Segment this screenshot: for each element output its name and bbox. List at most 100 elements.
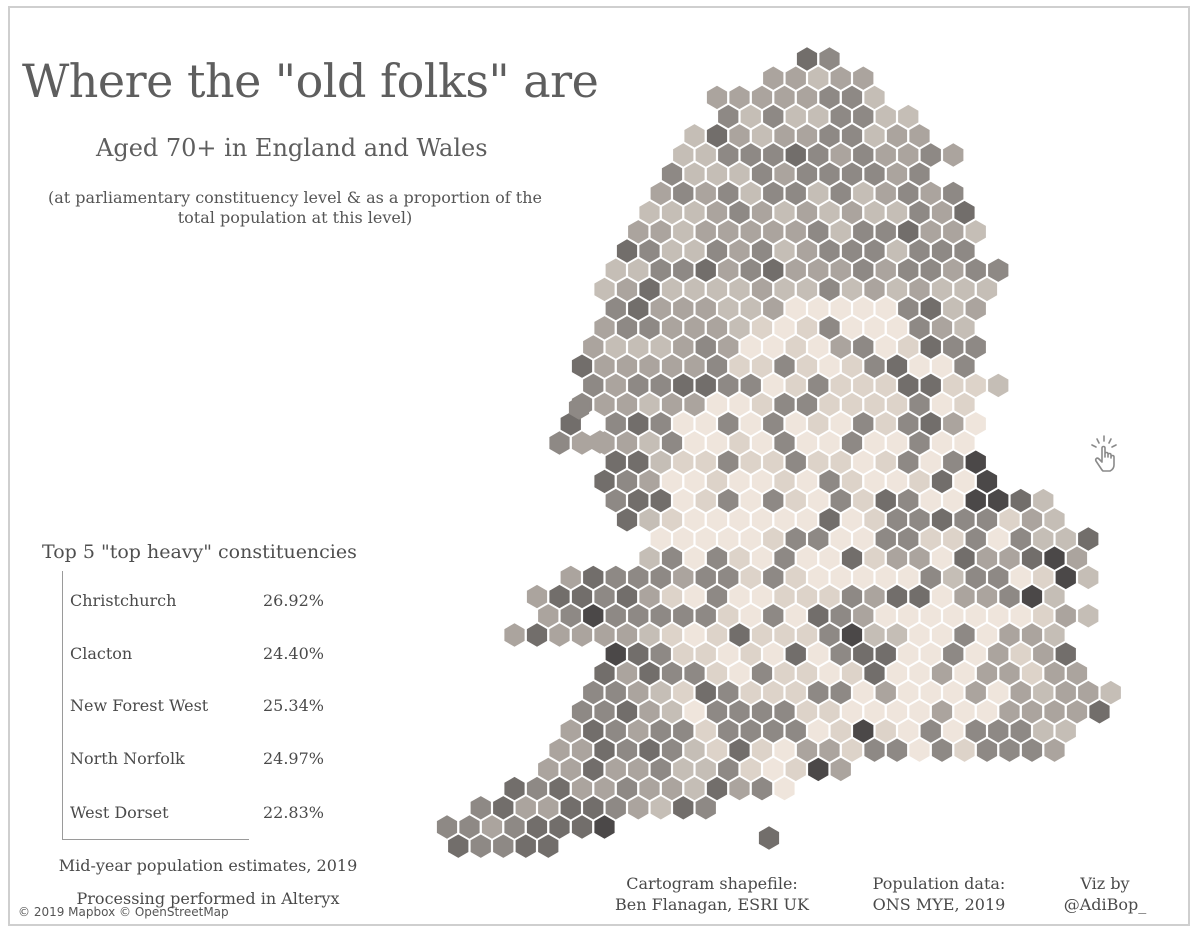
constituency-hex[interactable] — [841, 162, 863, 186]
constituency-hex[interactable] — [1021, 700, 1043, 724]
constituency-hex[interactable] — [965, 335, 986, 359]
constituency-hex[interactable] — [740, 450, 761, 474]
constituency-hex[interactable] — [875, 450, 896, 474]
constituency-hex[interactable] — [988, 642, 1009, 666]
constituency-hex[interactable] — [616, 776, 638, 801]
constituency-hex[interactable] — [639, 508, 660, 532]
constituency-hex[interactable] — [684, 354, 705, 378]
constituency-hex[interactable] — [853, 181, 874, 206]
constituency-hex[interactable] — [661, 162, 683, 186]
constituency-hex[interactable] — [988, 527, 1009, 551]
constituency-hex[interactable] — [808, 373, 829, 398]
constituency-hex[interactable] — [763, 565, 784, 590]
constituency-hex[interactable] — [774, 469, 795, 494]
constituency-hex[interactable] — [684, 738, 705, 762]
constituency-hex[interactable] — [774, 623, 795, 647]
constituency-hex[interactable] — [864, 162, 885, 186]
constituency-hex[interactable] — [841, 623, 863, 647]
constituency-hex[interactable] — [954, 316, 975, 340]
constituency-hex[interactable] — [886, 546, 908, 570]
constituency-hex[interactable] — [571, 700, 593, 724]
constituency-hex[interactable] — [954, 546, 975, 570]
constituency-hex[interactable] — [684, 392, 705, 417]
constituency-hex[interactable] — [493, 834, 514, 858]
constituency-hex[interactable] — [740, 335, 761, 359]
constituency-hex[interactable] — [909, 469, 930, 494]
constituency-hex[interactable] — [886, 508, 908, 532]
constituency-hex[interactable] — [909, 316, 930, 340]
constituency-hex[interactable] — [729, 239, 750, 263]
constituency-hex[interactable] — [841, 584, 863, 609]
constituency-hex[interactable] — [841, 431, 863, 455]
constituency-hex[interactable] — [504, 623, 525, 647]
constituency-hex[interactable] — [943, 527, 964, 551]
constituency-hex[interactable] — [706, 316, 728, 340]
constituency-hex[interactable] — [729, 661, 750, 686]
constituency-hex[interactable] — [898, 488, 919, 513]
constituency-hex[interactable] — [729, 354, 750, 378]
constituency-hex[interactable] — [718, 143, 739, 167]
constituency-hex[interactable] — [1089, 700, 1110, 724]
constituency-hex[interactable] — [830, 757, 851, 782]
constituency-hex[interactable] — [875, 258, 896, 282]
constituency-hex[interactable] — [808, 296, 829, 321]
constituency-hex[interactable] — [1010, 604, 1031, 628]
constituency-hex[interactable] — [864, 124, 885, 148]
constituency-hex[interactable] — [841, 661, 863, 686]
constituency-hex[interactable] — [751, 392, 773, 417]
constituency-hex[interactable] — [695, 796, 716, 820]
constituency-hex[interactable] — [1044, 508, 1065, 532]
constituency-hex[interactable] — [436, 815, 458, 839]
constituency-hex[interactable] — [785, 719, 806, 743]
constituency-hex[interactable] — [594, 354, 615, 378]
constituency-hex[interactable] — [695, 527, 716, 551]
constituency-hex[interactable] — [909, 277, 930, 302]
constituency-hex[interactable] — [1021, 584, 1043, 609]
constituency-hex[interactable] — [886, 623, 908, 647]
constituency-hex[interactable] — [718, 296, 739, 321]
constituency-hex[interactable] — [763, 66, 784, 90]
constituency-hex[interactable] — [853, 450, 874, 474]
constituency-hex[interactable] — [729, 776, 750, 801]
constituency-hex[interactable] — [796, 354, 818, 378]
constituency-hex[interactable] — [920, 258, 941, 282]
constituency-hex[interactable] — [706, 661, 728, 686]
constituency-hex[interactable] — [864, 661, 885, 686]
constituency-hex[interactable] — [841, 392, 863, 417]
constituency-hex[interactable] — [1010, 680, 1031, 705]
constituency-hex[interactable] — [864, 623, 885, 647]
constituency-hex[interactable] — [1033, 604, 1054, 628]
constituency-hex[interactable] — [628, 757, 649, 782]
constituency-hex[interactable] — [875, 642, 896, 666]
constituency-hex[interactable] — [515, 796, 536, 820]
constituency-hex[interactable] — [785, 258, 806, 282]
constituency-hex[interactable] — [729, 623, 750, 647]
constituency-hex[interactable] — [988, 565, 1009, 590]
constituency-hex[interactable] — [965, 680, 986, 705]
constituency-hex[interactable] — [650, 604, 671, 628]
constituency-hex[interactable] — [571, 815, 593, 839]
constituency-hex[interactable] — [1033, 719, 1054, 743]
constituency-hex[interactable] — [796, 584, 818, 609]
constituency-hex[interactable] — [808, 335, 829, 359]
constituency-hex[interactable] — [763, 220, 784, 244]
constituency-hex[interactable] — [965, 527, 986, 551]
constituency-hex[interactable] — [706, 277, 728, 302]
constituency-hex[interactable] — [875, 412, 896, 436]
constituency-hex[interactable] — [931, 700, 953, 724]
constituency-hex[interactable] — [841, 469, 863, 494]
constituency-hex[interactable] — [920, 642, 941, 666]
constituency-hex[interactable] — [943, 604, 964, 628]
constituency-hex[interactable] — [920, 220, 941, 244]
constituency-hex[interactable] — [999, 738, 1020, 762]
constituency-hex[interactable] — [796, 546, 818, 570]
constituency-hex[interactable] — [808, 642, 829, 666]
constituency-hex[interactable] — [875, 104, 896, 129]
constituency-hex[interactable] — [661, 738, 683, 762]
constituency-hex[interactable] — [763, 680, 784, 705]
constituency-hex[interactable] — [616, 316, 638, 340]
constituency-hex[interactable] — [774, 392, 795, 417]
constituency-hex[interactable] — [706, 584, 728, 609]
constituency-hex[interactable] — [729, 392, 750, 417]
constituency-hex[interactable] — [639, 392, 660, 417]
